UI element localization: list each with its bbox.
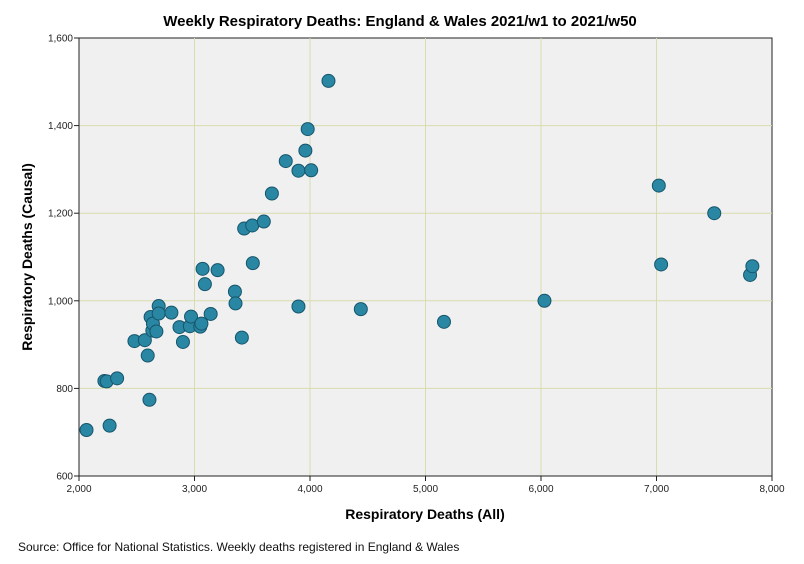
data-point: [707, 206, 722, 221]
data-point: [256, 214, 271, 229]
data-point: [264, 186, 279, 201]
data-point: [245, 256, 260, 271]
y-tick-label: 600: [56, 472, 73, 483]
data-points: [79, 73, 760, 438]
data-point: [304, 163, 319, 178]
data-point: [300, 122, 315, 137]
data-point: [298, 143, 313, 158]
axis-ticks: 2,000 3,000 4,000 5,000 6,000 7,000 8,000 600 80…: [48, 34, 785, 496]
data-point: [164, 305, 179, 320]
data-point: [142, 392, 157, 407]
data-point: [151, 306, 166, 321]
data-point: [194, 316, 209, 331]
data-point: [436, 314, 451, 329]
x-tick-label: 5,000: [413, 484, 438, 495]
data-point: [140, 348, 155, 363]
data-point: [234, 330, 249, 345]
y-tick-label: 1,000: [48, 296, 73, 307]
data-point: [110, 371, 125, 386]
data-point: [195, 261, 210, 276]
data-point: [197, 277, 212, 292]
x-tick-label: 4,000: [297, 484, 322, 495]
data-point: [291, 299, 306, 314]
chart-title: Weekly Respiratory Deaths: England & Wal…: [163, 13, 637, 30]
data-point: [227, 284, 242, 299]
x-tick-label: 3,000: [182, 484, 207, 495]
gridlines: [79, 38, 772, 476]
data-point: [537, 293, 552, 308]
data-point: [175, 334, 190, 349]
x-tick-label: 6,000: [528, 484, 553, 495]
source-note: Source: Office for National Statistics. …: [18, 540, 459, 554]
data-point: [278, 154, 293, 169]
data-point: [137, 333, 152, 348]
y-tick-label: 1,200: [48, 209, 73, 220]
x-tick-label: 7,000: [644, 484, 669, 495]
data-point: [79, 423, 94, 438]
y-tick-label: 1,600: [48, 34, 73, 45]
x-axis-label: Respiratory Deaths (All): [345, 506, 504, 522]
y-tick-label: 800: [56, 384, 73, 395]
x-tick-label: 2,000: [66, 484, 91, 495]
data-point: [651, 178, 666, 193]
data-point: [353, 302, 368, 317]
y-tick-label: 1,400: [48, 121, 73, 132]
data-point: [291, 163, 306, 178]
data-point: [745, 259, 760, 274]
data-point: [210, 263, 225, 278]
data-point: [321, 73, 336, 88]
data-point: [654, 257, 669, 272]
data-point: [102, 418, 117, 433]
y-axis-label: Respiratory Deaths (Causal): [19, 163, 35, 351]
data-point: [228, 296, 243, 311]
data-point: [203, 306, 218, 321]
data-point: [149, 324, 164, 339]
data-point: [245, 218, 260, 233]
x-tick-label: 8,000: [759, 484, 784, 495]
data-point: [184, 309, 199, 324]
